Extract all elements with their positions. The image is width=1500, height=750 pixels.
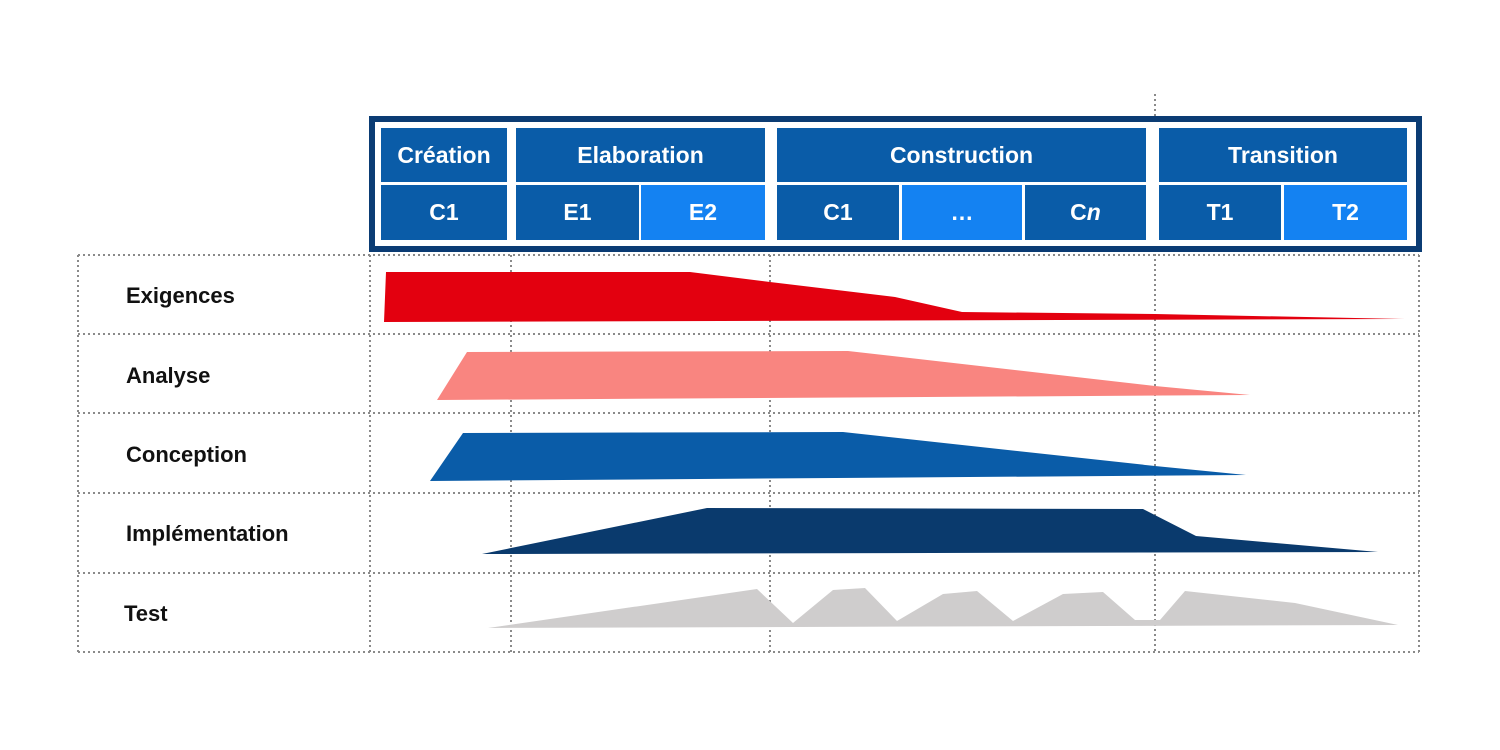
discipline-label-test: Test	[124, 601, 168, 626]
iteration-cn-prefix: C	[1070, 199, 1087, 225]
phase-elaboration: Elaboration	[516, 128, 765, 182]
discipline-label-conception: Conception	[126, 442, 247, 467]
iteration-t2: T2	[1284, 185, 1407, 240]
iteration-c1: C1	[381, 185, 507, 240]
phase-transition: Transition	[1159, 128, 1407, 182]
phase-construction: Construction	[777, 128, 1146, 182]
discipline-label-analyse: Analyse	[126, 363, 211, 388]
iteration-ellipsis: …	[902, 185, 1022, 240]
band-implementation	[482, 508, 1378, 554]
band-analyse	[437, 351, 1250, 400]
discipline-label-exigences: Exigences	[126, 283, 235, 308]
iteration-t1: T1	[1159, 185, 1281, 240]
iteration-e1: E1	[516, 185, 639, 240]
band-test	[488, 588, 1398, 628]
band-conception	[430, 432, 1246, 481]
phase-header: Création Elaboration Construction Transi…	[369, 116, 1422, 252]
iteration-cn-suffix: n	[1086, 199, 1101, 225]
discipline-label-implementation: Implémentation	[126, 521, 289, 546]
band-exigences	[384, 272, 1405, 322]
phase-creation: Création	[381, 128, 507, 182]
iteration-construction-c1: C1	[777, 185, 899, 240]
iteration-e2: E2	[641, 185, 765, 240]
